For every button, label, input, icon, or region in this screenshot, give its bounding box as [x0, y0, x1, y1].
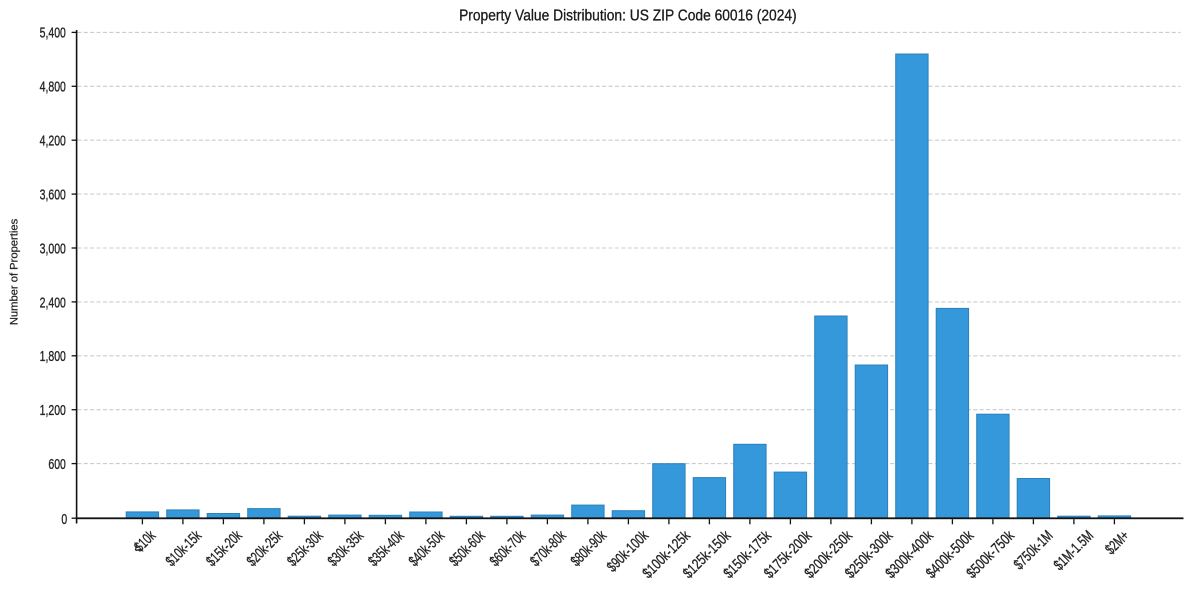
svg-text:3,600: 3,600	[40, 186, 66, 203]
svg-text:3,000: 3,000	[40, 239, 66, 256]
svg-text:5,400: 5,400	[40, 24, 66, 41]
svg-text:4,200: 4,200	[40, 132, 66, 149]
svg-text:1,200: 1,200	[40, 401, 66, 418]
svg-text:2,400: 2,400	[40, 293, 66, 310]
svg-text:4,800: 4,800	[40, 78, 66, 95]
svg-text:Property Value Distribution: U: Property Value Distribution: US ZIP Code…	[459, 8, 797, 25]
svg-text:1,800: 1,800	[40, 347, 66, 364]
svg-text:600: 600	[48, 455, 66, 472]
svg-text:0: 0	[61, 510, 67, 527]
svg-text:Number of Properties: Number of Properties	[9, 218, 21, 325]
